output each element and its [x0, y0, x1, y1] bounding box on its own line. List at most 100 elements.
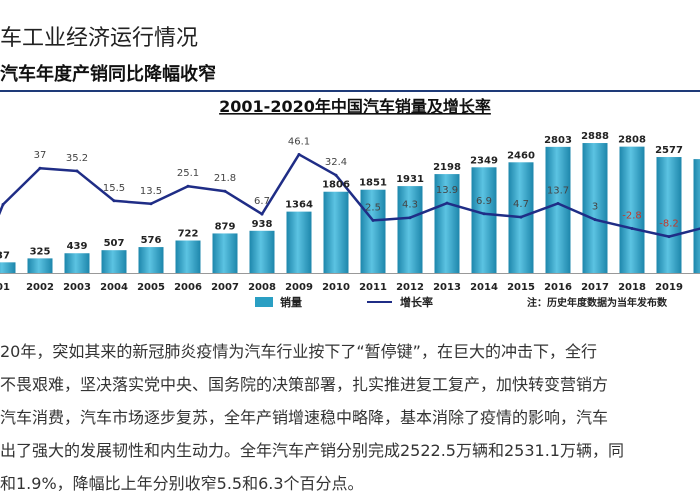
- x-tick-label: 2017: [581, 282, 609, 293]
- bar: [434, 174, 460, 273]
- x-tick-label: 2018: [618, 282, 646, 293]
- bar-value-label: 576: [141, 235, 162, 246]
- x-tick-label: 2011: [359, 282, 387, 293]
- x-axis: 01 2002 2003 2004 2005 2006 2007 2008 2009 2010 20…: [0, 273, 700, 293]
- growth-value-label: 37: [34, 150, 47, 161]
- growth-value-label: -8.2: [659, 219, 679, 230]
- body-line: 汽车消费，汽车市场逐步复苏，全年产销增速稳中略降，基本消除了疫情的影响，汽车: [0, 408, 609, 427]
- labels-layer: 37 325 439 507 576 722 879 938 1364 1806 1851 1931 2…: [0, 131, 683, 261]
- body-line: 和1.9%，降幅比上年分别收窄5.5和6.3个百分点。: [0, 474, 364, 493]
- bar-value-label: 2803: [544, 135, 572, 146]
- growth-point: [371, 218, 375, 222]
- growth-point: [593, 218, 597, 222]
- growth-point: [630, 226, 634, 230]
- growth-point: [297, 152, 301, 156]
- growth-value-label: 35.2: [66, 153, 88, 164]
- growth-point: [223, 189, 227, 193]
- bar-value-label: 1364: [285, 200, 313, 211]
- body-line: 不畏艰难，坚决落实党中央、国务院的决策部署，扎实推进复工复产，加快转变营销方: [0, 375, 609, 394]
- legend: 销量 增长率: [255, 295, 433, 309]
- bar: [101, 250, 127, 273]
- bar-value-label: 2460: [507, 150, 535, 161]
- growth-point: [482, 212, 486, 216]
- x-tick-label: 2010: [322, 282, 350, 293]
- bar-value-label: 1806: [322, 180, 350, 191]
- bar: [360, 189, 386, 273]
- growth-value-label: 6.7: [254, 196, 270, 207]
- x-tick-label: 2009: [285, 282, 313, 293]
- sales-growth-chart: 2001-2020年中国汽车销量及增长率 37 325 439 507 576 722 87…: [0, 97, 700, 309]
- growth-value-label: 15.5: [103, 183, 125, 194]
- growth-value-label: 4.3: [402, 200, 418, 211]
- x-tick-label: 2005: [137, 282, 165, 293]
- bar: [27, 258, 53, 273]
- bar: [0, 262, 16, 273]
- x-tick-label: 2006: [174, 282, 202, 293]
- bar: [619, 146, 645, 273]
- growth-value-label: 6.9: [476, 196, 492, 207]
- bar: [582, 143, 608, 273]
- growth-value-label: 4.7: [513, 199, 529, 210]
- x-tick-label: 2003: [63, 282, 91, 293]
- growth-value-label: 13.5: [140, 186, 162, 197]
- bar-value-label: 938: [252, 219, 273, 230]
- bar-value-label: 2349: [470, 155, 498, 166]
- x-tick-label: 2004: [100, 282, 128, 293]
- legend-bar-swatch: [255, 297, 273, 307]
- x-tick-label: 2019: [655, 282, 683, 293]
- bar-value-label: 37: [0, 250, 10, 261]
- bar-value-label: 2198: [433, 162, 461, 173]
- bar-value-label: 722: [178, 229, 199, 240]
- bar: [545, 146, 571, 273]
- x-tick-label: 2014: [470, 282, 498, 293]
- bar-value-label: 2808: [618, 135, 646, 146]
- legend-bar-label: 销量: [280, 295, 302, 309]
- bar-value-label: 2577: [655, 145, 683, 156]
- growth-value-label: 46.1: [288, 136, 310, 147]
- x-tick-label: 2007: [211, 282, 239, 293]
- bar-value-label: 1931: [396, 174, 424, 185]
- growth-value-label: 21.8: [214, 173, 236, 184]
- growth-point: [186, 184, 190, 188]
- growth-value-label: 25.1: [177, 168, 199, 179]
- growth-point: [75, 169, 79, 173]
- growth-point: [445, 201, 449, 205]
- x-tick-label: 2016: [544, 282, 572, 293]
- growth-point: [556, 201, 560, 205]
- bar: [323, 191, 349, 273]
- bar: [212, 233, 238, 273]
- chart-note: 注：历史年度数据为当年发布数: [527, 296, 668, 309]
- x-tick-label: 2013: [433, 282, 461, 293]
- bar-value-label: 1851: [359, 178, 387, 189]
- page-title: 车工业经济运行情况: [0, 26, 199, 51]
- growth-value-label: 2.5: [365, 202, 381, 213]
- body-paragraph: 20年，突如其来的新冠肺炎疫情为汽车行业按下了“暂停键”，在巨大的冲击下，全行 …: [0, 335, 700, 500]
- bar: [286, 211, 312, 273]
- section-title: 汽车年度产销同比降幅收窄: [0, 64, 216, 85]
- growth-point: [408, 216, 412, 220]
- growth-line-layer: [0, 152, 700, 239]
- bar-value-label: 439: [67, 241, 88, 252]
- bars-layer: [0, 143, 700, 273]
- growth-value-label: -2.8: [622, 210, 642, 221]
- bar: [693, 159, 700, 273]
- x-tick-label: 2008: [248, 282, 276, 293]
- bar: [471, 167, 497, 273]
- growth-value-label: 32.4: [325, 157, 347, 168]
- x-tick-label: 2002: [26, 282, 54, 293]
- growth-point: [334, 173, 338, 177]
- bar: [656, 157, 682, 273]
- title-divider: [0, 90, 700, 92]
- growth-point: [38, 166, 42, 170]
- growth-value-label: 3: [592, 202, 598, 213]
- bar: [249, 230, 275, 273]
- bar-value-label: 2888: [581, 131, 609, 142]
- x-tick-label: 01: [0, 282, 10, 293]
- growth-point: [1, 203, 5, 207]
- bar-value-label: 507: [104, 238, 125, 249]
- growth-point: [260, 212, 264, 216]
- bar: [397, 186, 423, 273]
- growth-point: [112, 199, 116, 203]
- legend-line-label: 增长率: [400, 295, 433, 309]
- bar-value-label: 879: [215, 221, 236, 232]
